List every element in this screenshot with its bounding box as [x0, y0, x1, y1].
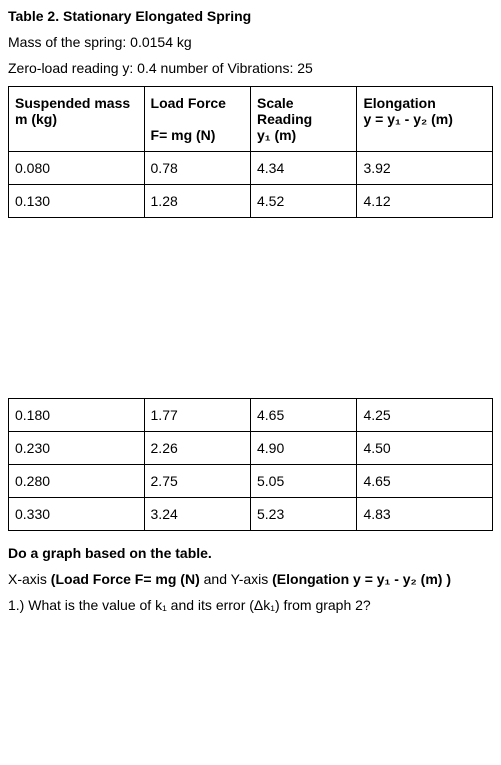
cell: 4.65 [357, 465, 493, 498]
cell: 2.75 [144, 465, 250, 498]
data-table-bottom: 0.180 1.77 4.65 4.25 0.230 2.26 4.90 4.5… [8, 398, 493, 531]
cell: 2.26 [144, 432, 250, 465]
cell: 4.12 [357, 185, 493, 218]
col-head-scale: Scale Reading y₁ (m) [250, 87, 356, 152]
question-1: 1.) What is the value of k₁ and its erro… [8, 597, 493, 613]
cell: 0.230 [9, 432, 145, 465]
table-row: 0.080 0.78 4.34 3.92 [9, 152, 493, 185]
col-head-elong: Elongation y = y₁ - y₂ (m) [357, 87, 493, 152]
cell: 3.92 [357, 152, 493, 185]
cell: 4.50 [357, 432, 493, 465]
cell: 4.25 [357, 399, 493, 432]
cell: 0.280 [9, 465, 145, 498]
cell: 1.77 [144, 399, 250, 432]
table-row: 0.280 2.75 5.05 4.65 [9, 465, 493, 498]
table-title: Table 2. Stationary Elongated Spring [8, 8, 493, 24]
mass-line: Mass of the spring: 0.0154 kg [8, 34, 493, 50]
table-row: 0.230 2.26 4.90 4.50 [9, 432, 493, 465]
cell: 1.28 [144, 185, 250, 218]
table-row: 0.130 1.28 4.52 4.12 [9, 185, 493, 218]
cell: 4.90 [250, 432, 356, 465]
cell: 0.080 [9, 152, 145, 185]
cell: 0.330 [9, 498, 145, 531]
cell: 4.34 [250, 152, 356, 185]
cell: 3.24 [144, 498, 250, 531]
cell: 5.23 [250, 498, 356, 531]
cell: 4.52 [250, 185, 356, 218]
cell: 0.130 [9, 185, 145, 218]
axis-line: X-axis (Load Force F= mg (N) and Y-axis … [8, 571, 493, 587]
page-gap [8, 218, 493, 398]
table-row: 0.330 3.24 5.23 4.83 [9, 498, 493, 531]
cell: 4.65 [250, 399, 356, 432]
instruction-line: Do a graph based on the table. [8, 545, 493, 561]
cell: 0.78 [144, 152, 250, 185]
cell: 0.180 [9, 399, 145, 432]
data-table-top: Suspended mass m (kg) Load Force F= mg (… [8, 86, 493, 218]
header-row: Suspended mass m (kg) Load Force F= mg (… [9, 87, 493, 152]
zero-line: Zero-load reading y: 0.4 number of Vibra… [8, 60, 493, 76]
table-row: 0.180 1.77 4.65 4.25 [9, 399, 493, 432]
cell: 5.05 [250, 465, 356, 498]
cell: 4.83 [357, 498, 493, 531]
col-head-force: Load Force F= mg (N) [144, 87, 250, 152]
col-head-mass: Suspended mass m (kg) [9, 87, 145, 152]
